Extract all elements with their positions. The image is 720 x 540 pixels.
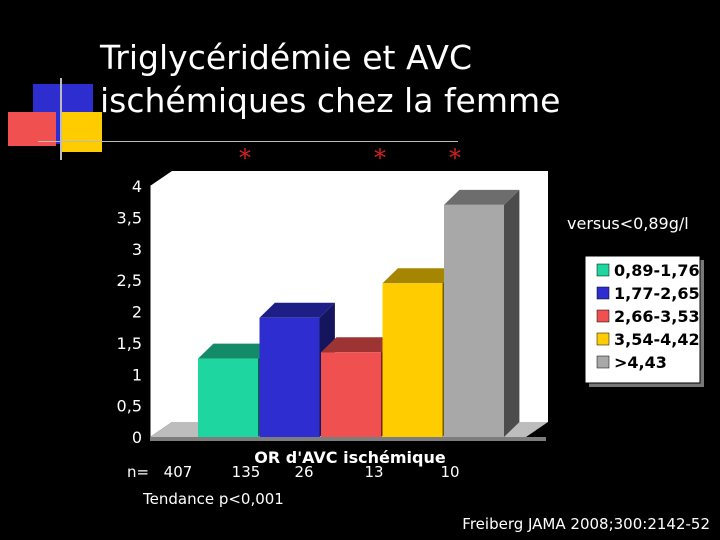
count-label: 26	[294, 463, 313, 481]
y-tick-label: 3,5	[117, 208, 142, 227]
count-label: 10	[440, 463, 459, 481]
count-label: 135	[232, 463, 261, 481]
decor-yellow-square	[62, 112, 102, 152]
significance-star: *	[374, 144, 386, 172]
legend-swatch	[596, 355, 610, 369]
y-tick-label: 4	[132, 177, 142, 196]
trend-text: Tendance p<0,001	[143, 490, 284, 508]
y-tick-label: 1,5	[117, 334, 142, 353]
title-line-1: Triglycéridémie et AVC	[100, 38, 473, 77]
reference-note: versus<0,89g/l	[567, 214, 689, 233]
bar-top	[444, 189, 520, 205]
y-tick-label: 2,5	[117, 271, 142, 290]
bar-top	[321, 337, 397, 353]
bar-top	[259, 302, 335, 318]
chart-left-wall	[150, 171, 172, 437]
y-tick-label: 1	[132, 365, 142, 384]
legend-label: 2,66-3,53	[614, 307, 700, 326]
x-axis-label: OR d'AVC ischémique	[254, 448, 446, 467]
y-tick-label: 0,5	[117, 397, 142, 416]
source-citation: Freiberg JAMA 2008;300:2142-52	[462, 515, 710, 533]
legend-label: 3,54-4,42	[614, 330, 700, 349]
title-line-2: ischémiques chez la femme	[100, 81, 561, 120]
legend-swatch	[596, 286, 610, 300]
legend-swatch	[596, 263, 610, 277]
count-label: 407	[164, 463, 193, 481]
legend-swatch	[596, 309, 610, 323]
bar	[444, 204, 504, 437]
bar-top	[382, 268, 458, 284]
chart-floor-front	[150, 437, 546, 441]
decor-vertical-line	[60, 78, 62, 160]
significance-star: *	[239, 144, 251, 172]
bar-side	[504, 189, 520, 437]
y-tick-label: 0	[132, 428, 142, 447]
bar-top	[198, 343, 274, 359]
bar	[259, 317, 320, 437]
bar	[198, 358, 258, 437]
bar	[382, 283, 443, 437]
y-tick-label: 3	[132, 240, 142, 259]
legend-label: 0,89-1,76	[614, 261, 700, 280]
legend-swatch	[596, 332, 610, 346]
legend-label: 1,77-2,65	[614, 284, 700, 303]
count-label: 13	[364, 463, 383, 481]
decor-red-square	[8, 112, 56, 146]
legend-label: >4,43	[614, 353, 667, 372]
y-tick-label: 2	[132, 303, 142, 322]
slide-title: Triglycéridémie et AVC ischémiques chez …	[100, 36, 700, 122]
n-label: n=	[127, 463, 150, 481]
bar	[321, 352, 381, 437]
decor-horizontal-line	[38, 141, 458, 142]
significance-star: *	[449, 144, 461, 172]
